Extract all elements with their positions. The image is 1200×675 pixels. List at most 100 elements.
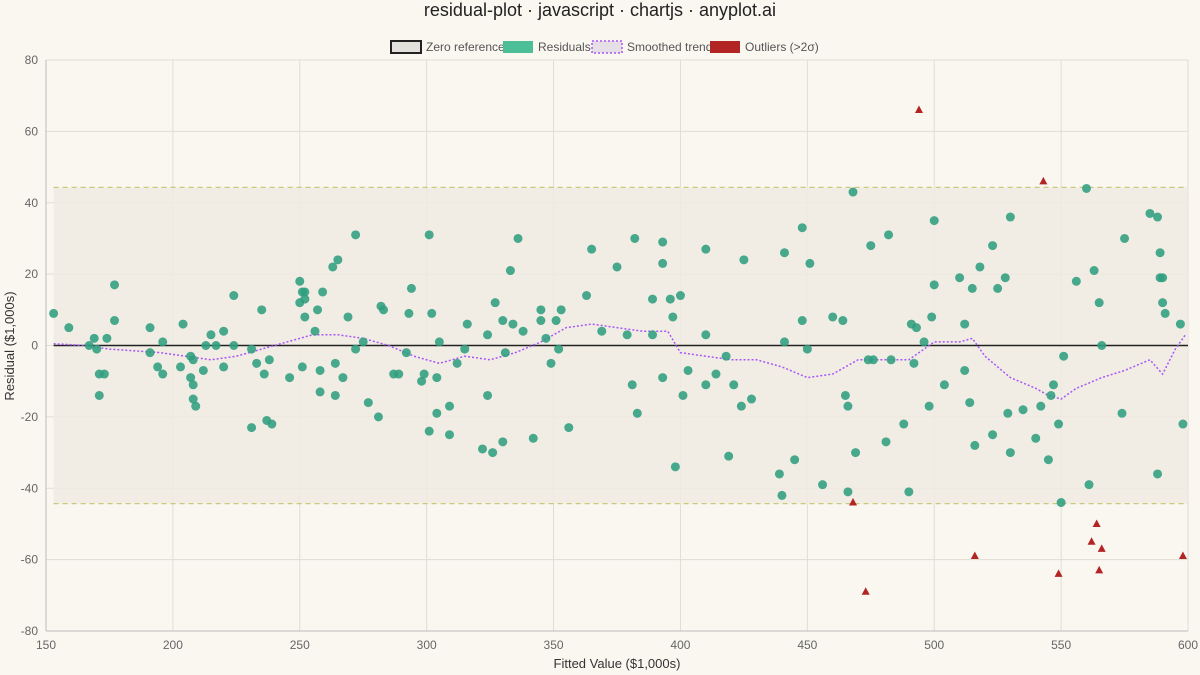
residual-point [84, 341, 94, 350]
residual-point [551, 316, 561, 326]
legend-swatch-residuals [503, 41, 533, 53]
outlier-point [1095, 565, 1104, 574]
outlier-point [1092, 519, 1101, 527]
residual-point [536, 316, 546, 326]
legend-swatch-smoothed-trend [591, 40, 623, 54]
residual-point [965, 398, 975, 408]
residual-point [188, 355, 198, 365]
residual-point [419, 369, 429, 379]
residual-point [840, 390, 850, 400]
y-tick-label: -80 [21, 624, 39, 638]
residual-point [1000, 273, 1010, 283]
outlier-point [849, 498, 858, 506]
x-tick-label: 450 [797, 638, 817, 652]
residual-point [404, 308, 414, 318]
residual-point [955, 273, 965, 283]
residual-point [587, 244, 597, 254]
residual-point [498, 316, 508, 326]
residual-point [424, 426, 434, 436]
legend-item-zero-reference[interactable]: Zero reference [390, 40, 505, 54]
residual-point [528, 433, 538, 443]
residual-point [351, 344, 361, 354]
residual-point [264, 355, 274, 365]
residual-point [648, 330, 658, 340]
residual-point [736, 401, 746, 411]
residual-point [432, 408, 442, 418]
residual-point [779, 248, 789, 258]
residual-point [658, 237, 668, 247]
residual-point [1084, 480, 1094, 490]
residual-point [1158, 298, 1168, 308]
residual-point [176, 362, 186, 372]
residual-point [670, 462, 680, 472]
residual-point [1003, 408, 1013, 418]
residual-point [351, 230, 361, 240]
residual-point [310, 326, 320, 336]
residual-point [295, 276, 305, 286]
residual-point [701, 380, 711, 390]
residual-point [201, 341, 211, 350]
legend-item-residuals[interactable]: Residuals [503, 40, 591, 54]
x-tick-label: 150 [36, 638, 56, 652]
residual-point [99, 369, 109, 379]
residual-point [1145, 208, 1155, 218]
residual-point [988, 430, 998, 440]
residual-point [1071, 276, 1081, 286]
smoothed-trend-layer [53, 323, 1187, 400]
residual-point [434, 337, 444, 347]
residual-point [186, 373, 196, 383]
x-tick-label: 550 [1051, 638, 1071, 652]
residual-point [939, 380, 949, 390]
residual-point [1018, 405, 1028, 415]
outlier-point [861, 587, 870, 595]
outlier-point [1097, 544, 1106, 552]
residual-point [488, 448, 498, 458]
residual-point [285, 373, 295, 383]
legend-swatch-outliers [710, 41, 740, 53]
residual-point [909, 358, 919, 368]
residual-point [500, 348, 510, 358]
x-tick-label: 500 [924, 638, 944, 652]
residual-point [300, 312, 310, 322]
residual-point [406, 283, 416, 293]
y-tick-label: 60 [25, 124, 39, 138]
x-tick-label: 300 [417, 638, 437, 652]
residual-point [838, 316, 848, 326]
residual-point [102, 333, 112, 343]
residual-point [622, 330, 632, 340]
outlier-point [1054, 569, 1063, 577]
residual-point [668, 312, 678, 322]
residual-point [924, 401, 934, 411]
residual-point [843, 401, 853, 411]
residual-point [911, 323, 921, 333]
residual-point [779, 337, 789, 347]
y-tick-label: 40 [25, 196, 39, 210]
residual-point [358, 337, 368, 347]
legend-label-outliers: Outliers (>2σ) [745, 40, 819, 54]
residual-point [315, 387, 325, 397]
residual-point [683, 365, 693, 375]
residual-point [178, 319, 188, 329]
x-tick-label: 350 [544, 638, 564, 652]
legend-label-smoothed-trend: Smoothed trend [627, 40, 712, 54]
residual-point [483, 330, 493, 340]
legend: Zero reference Residuals Smoothed trend … [390, 40, 819, 54]
residual-point [790, 455, 800, 465]
outlier-point [970, 551, 979, 560]
legend-item-smoothed-trend[interactable]: Smoothed trend [591, 40, 712, 54]
residual-point [1081, 183, 1091, 193]
residual-point [318, 287, 328, 297]
residual-point [929, 216, 939, 226]
residual-point [145, 348, 155, 358]
residual-point [1089, 266, 1099, 276]
legend-label-zero-reference: Zero reference [426, 40, 505, 54]
residual-point [774, 469, 784, 479]
residual-point [729, 380, 739, 390]
residual-point [1158, 273, 1168, 283]
residual-point [508, 319, 518, 329]
residual-point [612, 262, 622, 272]
residual-point [1043, 455, 1053, 465]
residual-point [546, 358, 556, 368]
legend-item-outliers[interactable]: Outliers (>2σ) [710, 40, 819, 54]
